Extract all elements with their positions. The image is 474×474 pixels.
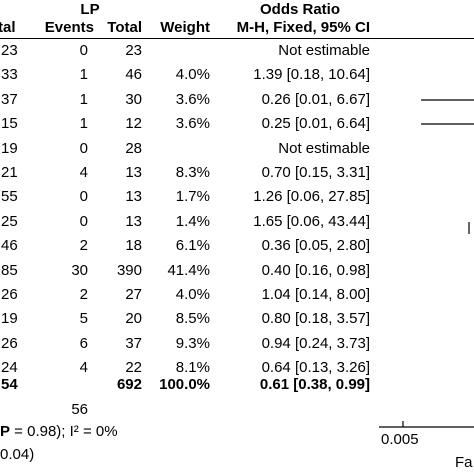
row-total: 390 xyxy=(116,262,142,279)
row-total: 12 xyxy=(125,115,142,132)
row-control-total: 85 xyxy=(1,262,18,279)
row-ci: 1.65 [0.06, 43.44] xyxy=(253,213,370,230)
heterogeneity-text: P = 0.98); I² = 0% xyxy=(0,423,118,440)
col-header-events: Events xyxy=(44,19,94,36)
row-weight: 9.3% xyxy=(175,335,210,352)
row-control-total: 25 xyxy=(1,213,18,230)
overall-effect-text: 0.04) xyxy=(0,446,35,463)
row-ci: 0.36 [0.05, 2.80] xyxy=(261,237,370,254)
row-events: 1 xyxy=(79,115,88,132)
row-events: 30 xyxy=(71,262,88,279)
row-events: 4 xyxy=(79,164,88,181)
row-total: 46 xyxy=(125,66,142,83)
col-header-ci: M-H, Fixed, 95% CI xyxy=(236,19,370,36)
header-divider xyxy=(0,38,474,39)
row-events: 6 xyxy=(79,335,88,352)
row-total: 18 xyxy=(125,237,142,254)
row-events: 0 xyxy=(79,188,88,205)
row-total: 30 xyxy=(125,91,142,108)
row-control-total: 33 xyxy=(1,66,18,83)
row-ci: 0.25 [0.01, 6.64] xyxy=(261,115,370,132)
axis-tick-label: 0.005 xyxy=(381,431,419,448)
row-weight: 3.6% xyxy=(175,91,210,108)
row-weight: 4.0% xyxy=(175,66,210,83)
row-events: 1 xyxy=(79,66,88,83)
row-ci: 0.26 [0.01, 6.67] xyxy=(261,91,370,108)
row-weight: 8.3% xyxy=(175,164,210,181)
row-total: 13 xyxy=(125,164,142,181)
row-events: 2 xyxy=(79,286,88,303)
row-weight: 8.1% xyxy=(175,359,210,376)
row-ci: 0.70 [0.15, 3.31] xyxy=(261,164,370,181)
row-control-total: 19 xyxy=(1,310,18,327)
row-events: 1 xyxy=(79,91,88,108)
heterogeneity-rest: = 0.98); I² = 0% xyxy=(10,423,118,440)
row-weight: 8.5% xyxy=(175,310,210,327)
row-ci: 0.64 [0.13, 3.26] xyxy=(261,359,370,376)
row-control-total: 55 xyxy=(1,188,18,205)
row-weight: 3.6% xyxy=(175,115,210,132)
row-control-total: 23 xyxy=(1,42,18,59)
total-events: 56 xyxy=(71,401,88,418)
total-lp: 692 xyxy=(116,376,142,393)
row-control-total: 37 xyxy=(1,91,18,108)
row-events: 4 xyxy=(79,359,88,376)
row-total: 37 xyxy=(125,335,142,352)
total-control: 54 xyxy=(1,376,18,393)
row-weight: 41.4% xyxy=(167,262,210,279)
row-control-total: 26 xyxy=(1,335,18,352)
row-total: 20 xyxy=(125,310,142,327)
row-control-total: 19 xyxy=(1,140,18,157)
group-header-lp: LP xyxy=(80,1,100,18)
row-events: 0 xyxy=(79,213,88,230)
row-total: 28 xyxy=(125,140,142,157)
row-ci: 0.94 [0.24, 3.73] xyxy=(261,335,370,352)
row-ci: 1.26 [0.06, 27.85] xyxy=(253,188,370,205)
row-ci: 0.40 [0.16, 0.98] xyxy=(261,262,370,279)
row-ci: 1.04 [0.14, 8.00] xyxy=(261,286,370,303)
row-ci: 0.80 [0.18, 3.57] xyxy=(261,310,370,327)
row-control-total: 26 xyxy=(1,286,18,303)
row-total: 13 xyxy=(125,188,142,205)
row-ci: Not estimable xyxy=(278,140,370,157)
row-total: 27 xyxy=(125,286,142,303)
row-total: 22 xyxy=(125,359,142,376)
row-total: 23 xyxy=(125,42,142,59)
row-events: 2 xyxy=(79,237,88,254)
row-weight: 1.4% xyxy=(175,213,210,230)
favours-label: Fa xyxy=(455,454,473,471)
total-weight: 100.0% xyxy=(159,376,210,393)
row-weight: 4.0% xyxy=(175,286,210,303)
row-weight: 1.7% xyxy=(175,188,210,205)
row-events: 0 xyxy=(79,140,88,157)
effect-header: Odds Ratio xyxy=(259,1,340,18)
row-total: 13 xyxy=(125,213,142,230)
total-ci: 0.61 [0.38, 0.99] xyxy=(259,376,370,393)
col-header-control-total: tal xyxy=(0,19,16,36)
row-ci: 1.39 [0.18, 10.64] xyxy=(253,66,370,83)
row-events: 0 xyxy=(79,42,88,59)
row-control-total: 46 xyxy=(1,237,18,254)
col-header-weight: Weight xyxy=(160,19,210,36)
row-weight: 6.1% xyxy=(175,237,210,254)
col-header-total: Total xyxy=(107,19,142,36)
row-control-total: 15 xyxy=(1,115,18,132)
row-ci: Not estimable xyxy=(278,42,370,59)
row-events: 5 xyxy=(79,310,88,327)
row-control-total: 21 xyxy=(1,164,18,181)
row-control-total: 24 xyxy=(1,359,18,376)
